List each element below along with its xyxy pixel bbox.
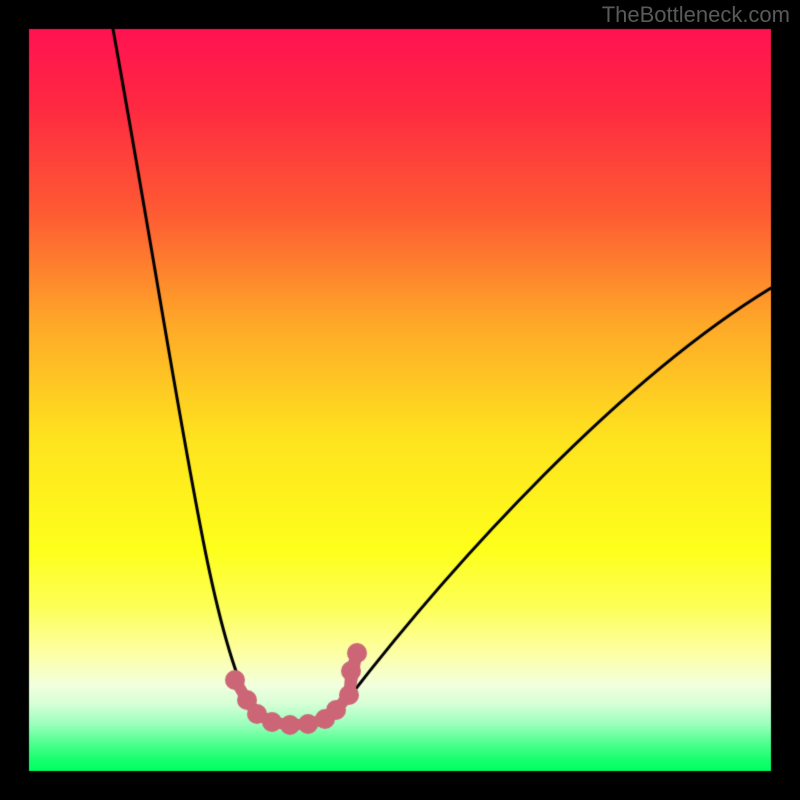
watermark-text: TheBottleneck.com <box>602 2 790 28</box>
chart-container: TheBottleneck.com <box>0 0 800 800</box>
bottleneck-curve-chart <box>0 0 800 800</box>
